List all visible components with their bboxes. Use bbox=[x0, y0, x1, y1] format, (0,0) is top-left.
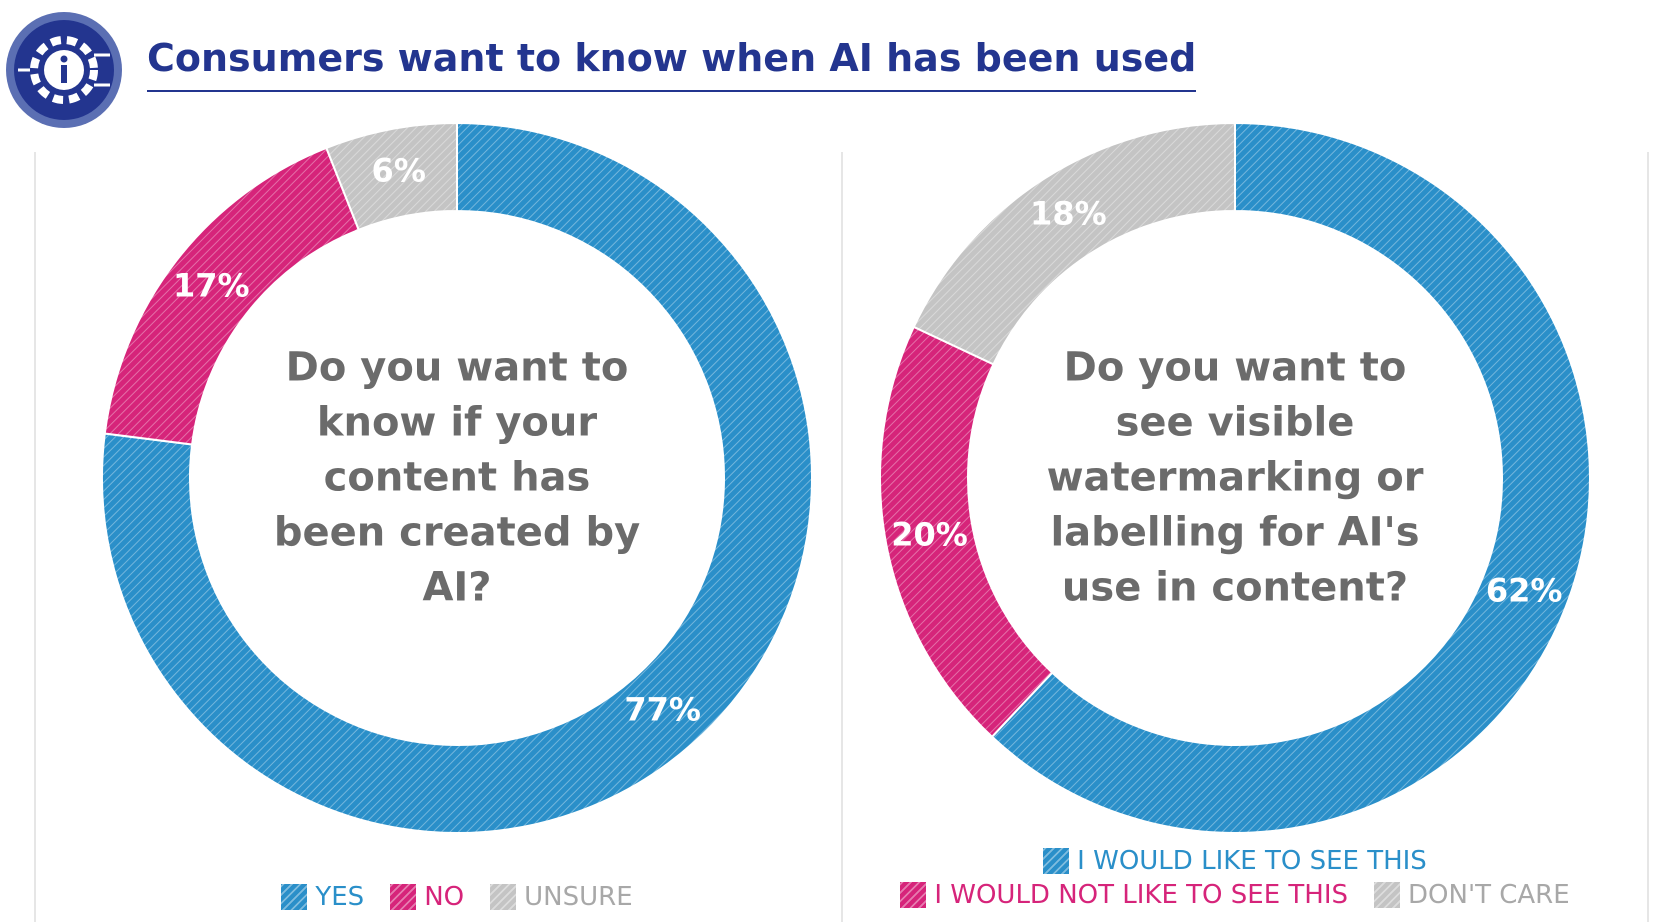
center-question: Do you want to know if your content has … bbox=[273, 344, 641, 611]
legend-item: I WOULD LIKE TO SEE THIS bbox=[1043, 846, 1427, 876]
data-label: 6% bbox=[372, 152, 426, 190]
data-label: 17% bbox=[173, 266, 250, 304]
legend-swatch bbox=[490, 884, 517, 910]
legend: YES NO UNSURE bbox=[107, 882, 807, 912]
donut-segment bbox=[101, 121, 813, 834]
legend-label: I WOULD LIKE TO SEE THIS bbox=[1077, 846, 1427, 876]
legend-swatch bbox=[900, 882, 927, 908]
legend-swatch bbox=[1043, 848, 1070, 874]
legend-label: UNSURE bbox=[524, 882, 633, 912]
legend-item: UNSURE bbox=[490, 882, 633, 912]
legend-swatch bbox=[390, 884, 417, 910]
legend-swatch bbox=[281, 884, 308, 910]
data-label: 20% bbox=[891, 515, 968, 553]
legend-swatch bbox=[1374, 882, 1401, 908]
legend-label: YES bbox=[315, 882, 365, 912]
center-question: Do you want to see visible watermarking … bbox=[1046, 344, 1424, 611]
donut-segment bbox=[990, 121, 1591, 834]
logo-icon bbox=[6, 12, 122, 128]
data-label: 18% bbox=[1030, 194, 1107, 232]
legend-item: I WOULD NOT LIKE TO SEE THIS bbox=[900, 880, 1348, 910]
legend-label: DON'T CARE bbox=[1408, 880, 1570, 910]
legend-item: NO bbox=[390, 882, 464, 912]
legend-item: YES bbox=[281, 882, 364, 912]
legend-item: DON'T CARE bbox=[1374, 880, 1570, 910]
donut-segment bbox=[325, 121, 458, 232]
legend-label: I WOULD NOT LIKE TO SEE THIS bbox=[934, 880, 1349, 910]
page-title: Consumers want to know when AI has been … bbox=[147, 36, 1197, 92]
legend: I WOULD LIKE TO SEE THIS I WOULD NOT LIKE… bbox=[875, 846, 1595, 910]
data-label: 77% bbox=[624, 690, 701, 728]
legend-label: NO bbox=[424, 882, 465, 912]
donut-segment bbox=[912, 121, 1236, 366]
data-label: 62% bbox=[1486, 571, 1563, 609]
